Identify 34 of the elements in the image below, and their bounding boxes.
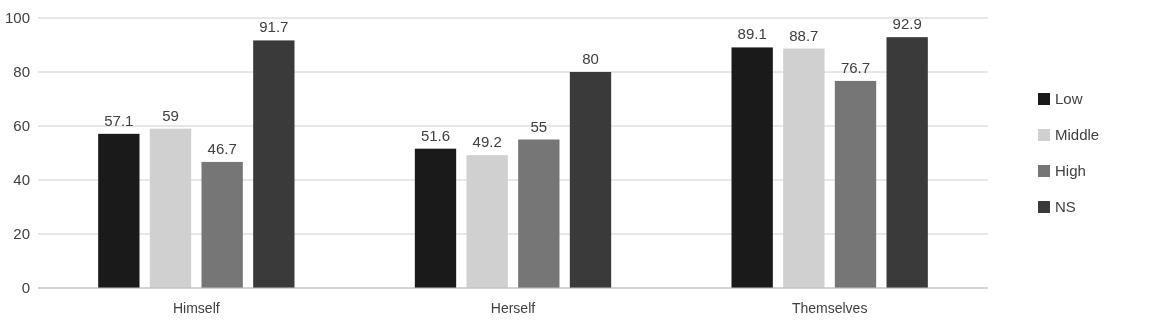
bar xyxy=(201,161,243,288)
legend-label: Low xyxy=(1055,90,1083,108)
legend-label: NS xyxy=(1055,198,1076,216)
data-label: 59 xyxy=(162,106,179,124)
x-tick-label: Herself xyxy=(490,299,536,316)
legend-label: High xyxy=(1055,162,1086,180)
x-tick-label: Himself xyxy=(173,299,220,316)
x-tick-label: Themselves xyxy=(791,299,868,316)
bar xyxy=(569,72,612,288)
bar xyxy=(731,47,773,288)
y-tick-label: 0 xyxy=(21,279,30,297)
y-tick-label: 80 xyxy=(13,63,30,81)
bar xyxy=(414,148,457,288)
bar xyxy=(253,40,295,288)
y-tick-label: 60 xyxy=(13,117,30,135)
data-label: 55 xyxy=(530,117,548,135)
data-label: 49.2 xyxy=(472,133,502,151)
bar xyxy=(834,80,877,288)
data-label: 88.7 xyxy=(789,26,819,44)
y-tick-label: 100 xyxy=(4,9,30,27)
data-label: 76.7 xyxy=(840,58,871,76)
data-label: 57.1 xyxy=(104,111,134,129)
bar xyxy=(518,139,560,288)
data-label: 91.7 xyxy=(259,18,289,36)
data-label: 46.7 xyxy=(207,139,237,157)
data-label: 92.9 xyxy=(892,15,922,33)
data-label: 89.1 xyxy=(737,25,767,43)
data-label: 80 xyxy=(582,50,599,67)
bar xyxy=(886,37,928,288)
y-tick-label: 40 xyxy=(13,171,30,189)
y-tick-label: 20 xyxy=(13,225,30,243)
bar xyxy=(98,133,140,288)
data-label: 51.6 xyxy=(420,126,451,144)
legend-label: Middle xyxy=(1055,126,1100,144)
